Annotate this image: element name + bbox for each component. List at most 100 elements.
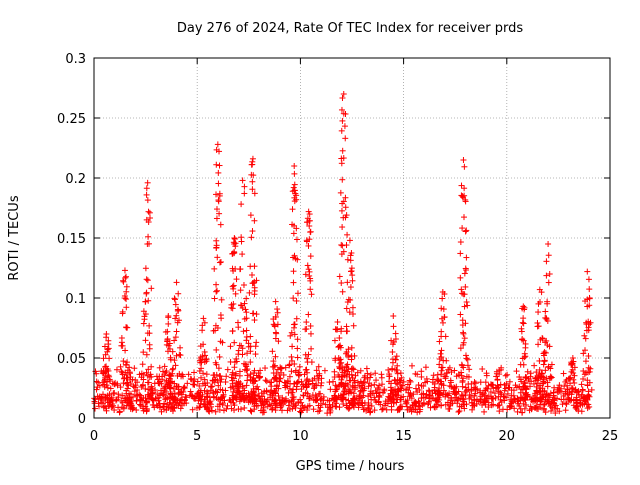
data-point bbox=[220, 393, 227, 400]
data-point bbox=[144, 379, 151, 386]
data-point bbox=[359, 384, 366, 391]
data-point bbox=[501, 397, 508, 404]
data-point bbox=[464, 356, 471, 363]
data-point bbox=[92, 405, 99, 412]
data-point bbox=[272, 353, 279, 360]
data-point bbox=[295, 378, 302, 385]
data-point bbox=[188, 376, 195, 383]
data-point bbox=[518, 325, 525, 332]
data-point bbox=[244, 350, 251, 357]
data-point bbox=[537, 336, 544, 343]
data-point bbox=[457, 250, 464, 257]
data-point bbox=[251, 396, 258, 403]
data-point bbox=[517, 376, 524, 383]
data-point bbox=[461, 192, 468, 199]
data-point bbox=[556, 408, 563, 415]
data-point bbox=[504, 390, 511, 397]
data-point bbox=[200, 341, 207, 348]
data-point bbox=[348, 389, 355, 396]
data-point bbox=[487, 393, 494, 400]
data-point bbox=[406, 384, 413, 391]
data-point bbox=[156, 364, 163, 371]
data-point bbox=[340, 248, 347, 255]
data-point bbox=[521, 396, 528, 403]
data-point bbox=[263, 378, 270, 385]
data-point bbox=[123, 273, 130, 280]
data-point bbox=[241, 387, 248, 394]
data-point bbox=[388, 392, 395, 399]
data-point bbox=[314, 408, 321, 415]
data-point bbox=[280, 371, 287, 378]
data-point bbox=[459, 225, 466, 232]
data-point bbox=[94, 384, 101, 391]
data-point bbox=[142, 265, 149, 272]
data-point bbox=[175, 290, 182, 297]
data-point bbox=[196, 368, 203, 375]
data-point bbox=[584, 303, 591, 310]
data-point bbox=[207, 383, 214, 390]
data-point-peak bbox=[231, 235, 238, 241]
data-point bbox=[477, 379, 484, 386]
data-point bbox=[120, 405, 127, 412]
data-point bbox=[120, 380, 127, 387]
data-point bbox=[143, 276, 150, 283]
data-point bbox=[544, 383, 551, 390]
data-point bbox=[274, 309, 281, 316]
data-point bbox=[249, 310, 256, 317]
data-point bbox=[218, 296, 225, 303]
data-point bbox=[248, 272, 255, 279]
data-point bbox=[145, 233, 152, 240]
data-point bbox=[546, 343, 553, 350]
data-point bbox=[404, 403, 411, 410]
data-point bbox=[294, 345, 301, 352]
data-point bbox=[143, 289, 150, 296]
data-point bbox=[269, 348, 276, 355]
data-point bbox=[308, 291, 315, 298]
data-point bbox=[127, 380, 134, 387]
data-point bbox=[272, 407, 279, 414]
data-point bbox=[338, 207, 345, 214]
data-point bbox=[354, 400, 361, 407]
data-point bbox=[243, 382, 250, 389]
x-tick-label: 20 bbox=[499, 429, 516, 444]
data-point bbox=[247, 348, 254, 355]
data-point bbox=[307, 253, 314, 260]
chart-title: Day 276 of 2024, Rate Of TEC Index for r… bbox=[177, 21, 524, 36]
data-point bbox=[368, 396, 375, 403]
data-point bbox=[101, 403, 108, 410]
data-point bbox=[548, 374, 555, 381]
data-point bbox=[342, 135, 349, 142]
data-point bbox=[197, 389, 204, 396]
data-point bbox=[414, 389, 421, 396]
data-point bbox=[367, 371, 374, 378]
data-point bbox=[171, 295, 178, 302]
data-point bbox=[438, 402, 445, 409]
data-point bbox=[291, 194, 298, 201]
data-point bbox=[535, 406, 542, 413]
data-point bbox=[582, 358, 589, 365]
data-point bbox=[125, 382, 132, 389]
x-tick-label: 10 bbox=[292, 429, 309, 444]
data-point bbox=[120, 278, 127, 285]
data-point bbox=[555, 384, 562, 391]
data-point bbox=[311, 396, 318, 403]
data-point bbox=[339, 147, 346, 154]
data-point bbox=[397, 370, 404, 377]
data-point bbox=[165, 342, 172, 349]
x-tick-label: 5 bbox=[193, 429, 201, 444]
data-point bbox=[248, 234, 255, 241]
data-point bbox=[460, 291, 467, 298]
data-point bbox=[271, 396, 278, 403]
data-point bbox=[163, 368, 170, 375]
data-point bbox=[251, 278, 258, 285]
data-point bbox=[436, 338, 443, 345]
data-point bbox=[535, 300, 542, 307]
data-point bbox=[388, 380, 395, 387]
data-point bbox=[100, 404, 107, 411]
data-point bbox=[585, 276, 592, 283]
data-point bbox=[229, 369, 236, 376]
data-point bbox=[304, 355, 311, 362]
data-point bbox=[105, 367, 112, 374]
data-point bbox=[212, 408, 219, 415]
